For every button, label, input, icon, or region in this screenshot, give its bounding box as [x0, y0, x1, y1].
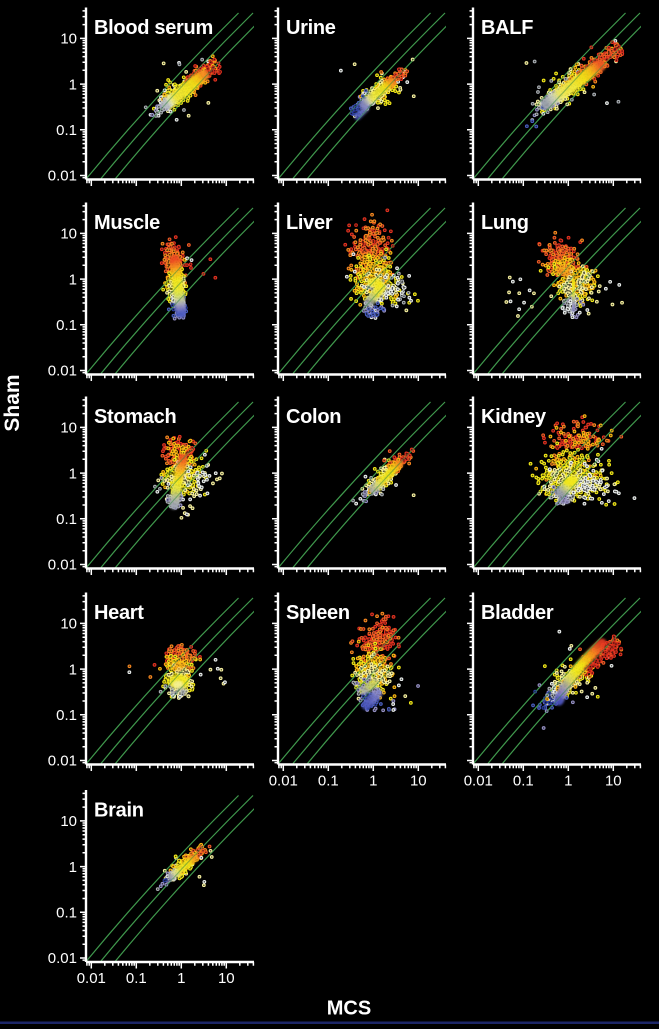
- svg-text:0.01: 0.01: [48, 950, 77, 967]
- svg-text:1: 1: [564, 773, 572, 790]
- svg-text:0.1: 0.1: [513, 773, 534, 790]
- svg-text:0.01: 0.01: [48, 557, 77, 574]
- svg-text:0.01: 0.01: [48, 363, 77, 380]
- svg-text:1: 1: [69, 661, 77, 678]
- svg-text:10: 10: [60, 31, 77, 48]
- svg-text:0.01: 0.01: [48, 753, 77, 770]
- svg-text:Liver: Liver: [286, 212, 333, 234]
- svg-text:0.1: 0.1: [56, 707, 77, 724]
- svg-text:1: 1: [69, 76, 77, 93]
- svg-text:10: 10: [605, 773, 622, 790]
- svg-text:10: 10: [60, 420, 77, 437]
- svg-text:10: 10: [410, 773, 427, 790]
- svg-text:0.01: 0.01: [464, 773, 493, 790]
- svg-text:Bladder: Bladder: [481, 602, 554, 624]
- svg-text:0.1: 0.1: [56, 122, 77, 139]
- svg-text:MCS: MCS: [327, 998, 371, 1020]
- svg-text:0.01: 0.01: [77, 970, 106, 987]
- svg-text:10: 10: [60, 616, 77, 633]
- svg-text:Spleen: Spleen: [286, 602, 350, 624]
- svg-text:0.01: 0.01: [48, 168, 77, 185]
- svg-text:Brain: Brain: [94, 800, 144, 822]
- svg-text:Colon: Colon: [286, 406, 341, 428]
- svg-text:Blood serum: Blood serum: [94, 17, 213, 39]
- svg-text:10: 10: [60, 813, 77, 830]
- svg-text:0.01: 0.01: [269, 773, 298, 790]
- svg-text:Kidney: Kidney: [481, 406, 547, 428]
- svg-text:Lung: Lung: [481, 212, 529, 234]
- svg-text:0.1: 0.1: [318, 773, 339, 790]
- svg-text:1: 1: [177, 970, 185, 987]
- svg-text:Muscle: Muscle: [94, 212, 160, 234]
- svg-text:10: 10: [218, 970, 235, 987]
- svg-text:0.1: 0.1: [56, 317, 77, 334]
- svg-text:Sham: Sham: [1, 374, 24, 431]
- svg-text:0.1: 0.1: [56, 511, 77, 528]
- svg-text:1: 1: [69, 271, 77, 288]
- svg-text:BALF: BALF: [481, 17, 533, 39]
- svg-text:1: 1: [69, 859, 77, 876]
- svg-text:0.1: 0.1: [56, 905, 77, 922]
- svg-text:10: 10: [60, 226, 77, 243]
- svg-text:Urine: Urine: [286, 17, 336, 39]
- svg-text:Heart: Heart: [94, 602, 144, 624]
- svg-text:1: 1: [369, 773, 377, 790]
- svg-text:1: 1: [69, 465, 77, 482]
- svg-text:Stomach: Stomach: [94, 406, 176, 428]
- svg-text:0.1: 0.1: [126, 970, 147, 987]
